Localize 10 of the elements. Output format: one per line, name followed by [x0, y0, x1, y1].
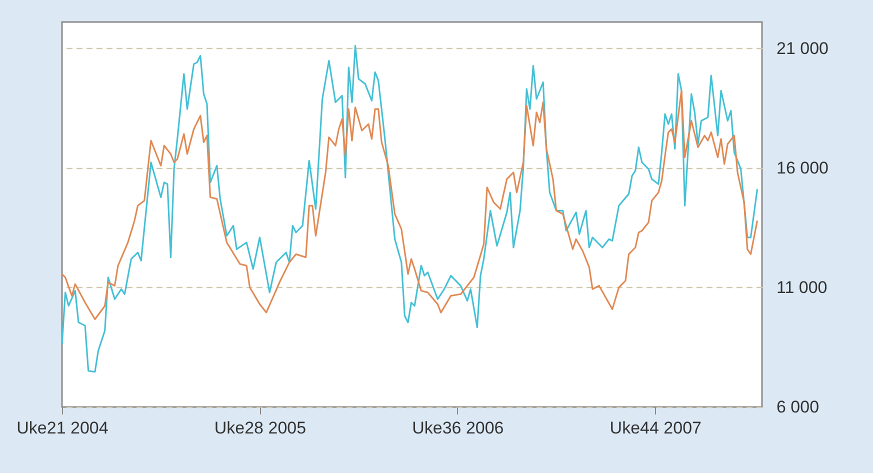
- x-tick-label: Uke21 2004: [16, 418, 108, 438]
- y-tick-label: 11 000: [776, 278, 828, 297]
- y-tick-label: 6 000: [776, 398, 820, 416]
- x-tick-label: Uke28 2005: [214, 418, 306, 438]
- line-series: [61, 90, 758, 320]
- y-tick-label: 21 000: [776, 38, 828, 58]
- x-tick-label: Uke44 2007: [610, 418, 702, 438]
- x-tick-label: Uke36 2006: [412, 418, 504, 438]
- y-tick-label: 16 000: [776, 158, 828, 178]
- line-series: [61, 44, 758, 373]
